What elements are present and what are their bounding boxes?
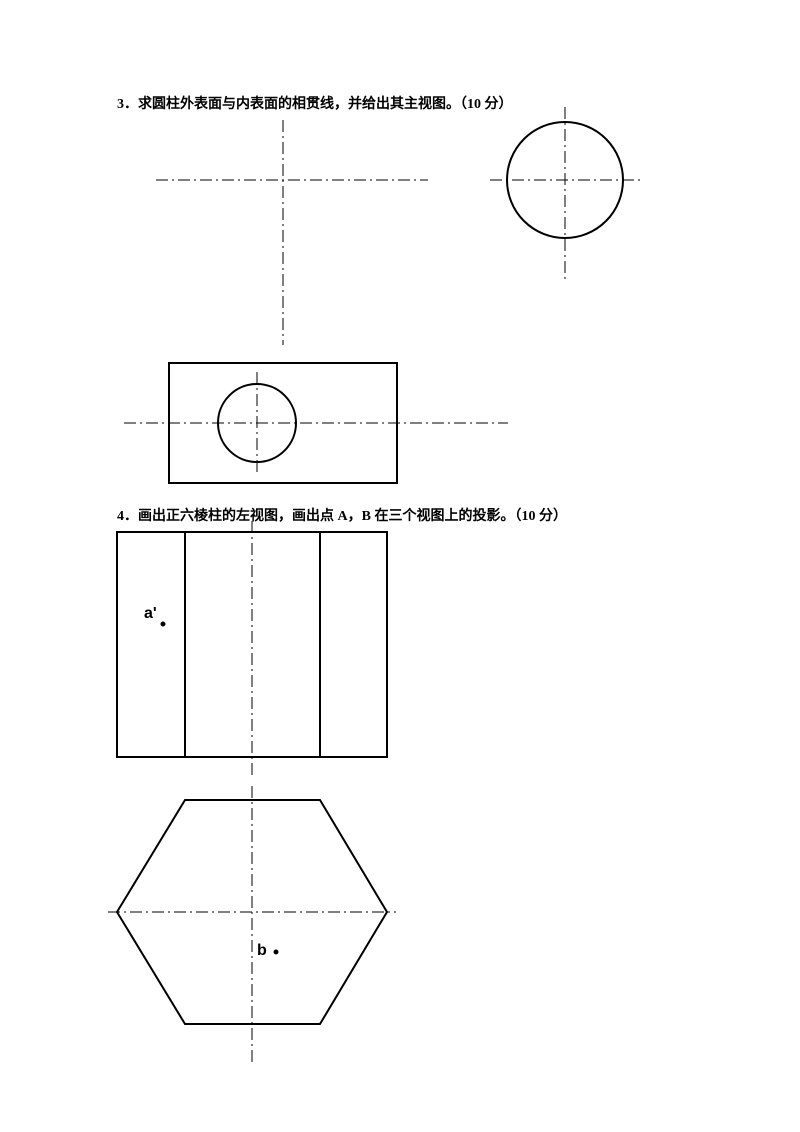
point-b-label: b [257,942,267,959]
point-a-dot [161,622,166,627]
point-a-label: a' [144,605,157,622]
point-b-dot [274,950,279,955]
q4-diagram: a' b [0,0,800,1132]
